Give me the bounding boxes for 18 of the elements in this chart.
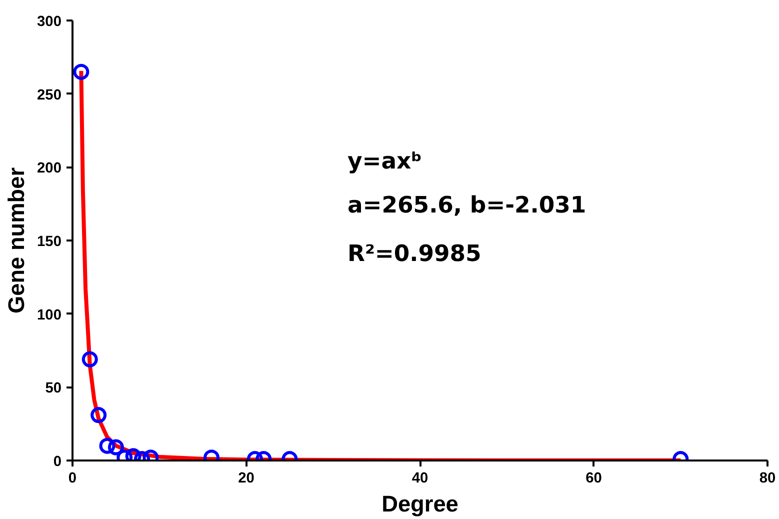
- x-tick-label: 40: [412, 470, 428, 486]
- y-tick-label: 150: [37, 234, 62, 250]
- x-tick-label: 80: [759, 470, 776, 486]
- y-tick-label: 0: [53, 454, 62, 470]
- x-axis-title: Degree: [382, 490, 458, 516]
- line-series: [79, 68, 683, 460]
- y-tick-label: 200: [37, 160, 62, 177]
- annotation: y=axᵇ: [348, 148, 422, 174]
- y-tick-label: 100: [37, 307, 62, 324]
- y-axis-title: Gene number: [3, 167, 30, 314]
- x-tick-label: 20: [238, 470, 254, 486]
- annotation: R²=0.9985: [348, 240, 482, 267]
- y-tick-label: 250: [37, 87, 62, 104]
- annotation: a=265.6, b=-2.031: [348, 192, 586, 218]
- y-tick-label: 50: [45, 380, 62, 397]
- x-tick-label: 0: [68, 470, 77, 486]
- x-tick-label: 60: [586, 470, 602, 486]
- y-tick-label: 300: [37, 14, 62, 30]
